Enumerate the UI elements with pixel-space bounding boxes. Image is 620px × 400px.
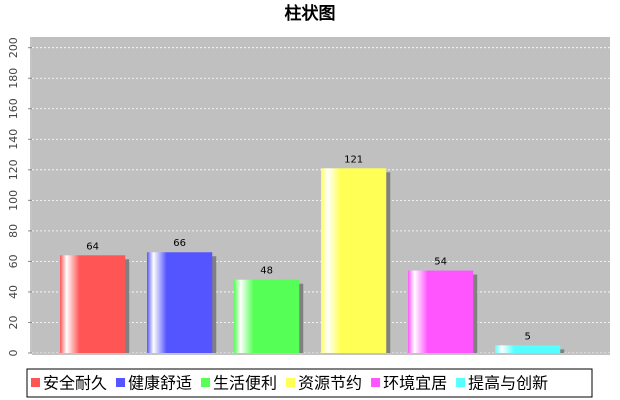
y-tick-label: 200 <box>7 37 20 58</box>
y-tick-label: 120 <box>7 159 20 180</box>
legend-swatch <box>116 378 126 387</box>
legend-swatch <box>31 378 40 387</box>
legend-label: 安全耐久 <box>43 374 107 393</box>
bar <box>147 252 213 353</box>
bar <box>234 279 300 353</box>
y-tick-label: 40 <box>7 285 20 299</box>
bar <box>321 168 387 353</box>
legend-swatch <box>371 378 381 387</box>
y-tick-label: 160 <box>7 98 20 119</box>
bar <box>495 345 561 353</box>
data-label: 121 <box>344 154 363 165</box>
y-tick-label: 0 <box>7 350 20 357</box>
legend-swatch <box>201 378 211 387</box>
y-tick-label: 80 <box>7 224 20 238</box>
data-label: 48 <box>260 266 273 277</box>
data-label: 5 <box>524 331 530 342</box>
legend-label: 环境宜居 <box>383 374 447 393</box>
y-tick-label: 140 <box>7 129 20 150</box>
legend-swatch <box>456 378 466 387</box>
bar <box>60 255 126 353</box>
y-tick-label: 100 <box>7 190 20 211</box>
chart-title: 柱状图 <box>285 3 336 24</box>
data-label: 54 <box>434 257 447 268</box>
legend-label: 健康舒适 <box>128 374 192 393</box>
legend-label: 资源节约 <box>298 374 362 393</box>
y-tick-label: 20 <box>7 315 20 329</box>
data-label: 66 <box>173 238 186 249</box>
legend-swatch <box>286 378 296 387</box>
data-label: 64 <box>86 241 99 252</box>
legend-label: 提高与创新 <box>468 374 548 393</box>
y-tick-label: 180 <box>7 68 20 89</box>
y-tick-label: 60 <box>7 254 20 268</box>
bar <box>408 270 474 353</box>
legend-label: 生活便利 <box>213 374 277 393</box>
